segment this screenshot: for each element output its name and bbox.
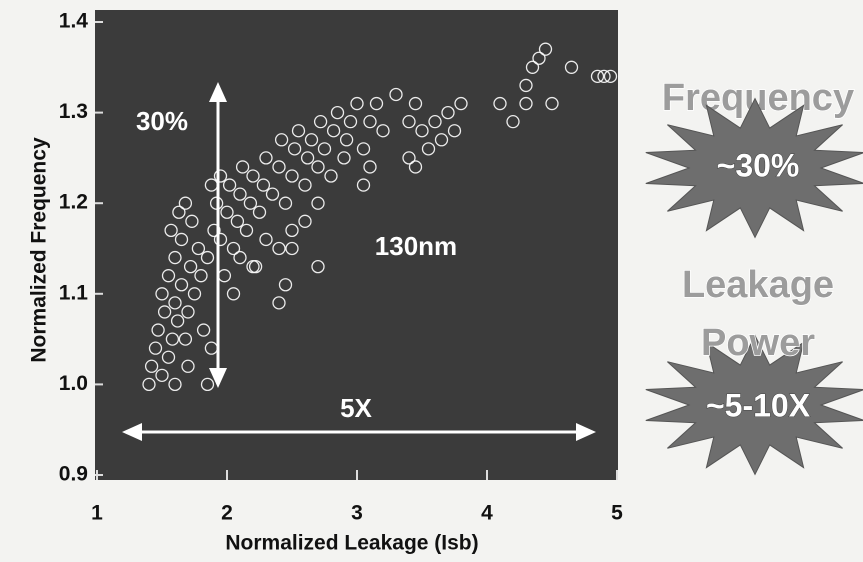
y-tick-label: 1.1: [59, 281, 89, 304]
y-axis-label: Normalized Frequency: [28, 137, 51, 363]
side-label: Leakage: [682, 264, 834, 306]
x-tick-label: 1: [91, 502, 103, 525]
x-tick-label: 4: [481, 502, 493, 525]
annotation: 5X: [340, 393, 372, 423]
side-label: Power: [701, 322, 815, 364]
x-tick-label: 3: [351, 502, 363, 525]
x-axis-label: Normalized Leakage (Isb): [225, 532, 478, 555]
y-tick-label: 1.4: [59, 10, 89, 33]
star-label: ~5-10X: [706, 387, 811, 423]
star-label: ~30%: [717, 147, 800, 183]
y-tick-label: 1.2: [59, 191, 88, 214]
annotation: 130nm: [375, 231, 457, 261]
y-tick-label: 0.9: [59, 463, 88, 486]
x-tick-label: 5: [611, 502, 623, 525]
chart: 30% 130nm 5X Frequency Leakage Normalize…: [0, 0, 863, 562]
annotation: 30%: [136, 106, 188, 136]
x-tick-label: 2: [221, 502, 233, 525]
y-tick-label: 1.0: [59, 372, 88, 395]
y-tick-label: 1.3: [59, 100, 88, 123]
